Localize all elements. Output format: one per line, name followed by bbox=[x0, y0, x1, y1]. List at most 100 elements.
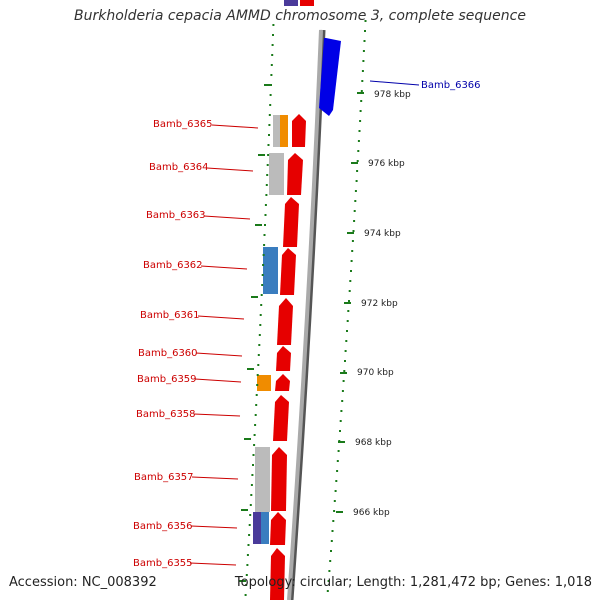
gene-arrow-bamb-6362[interactable] bbox=[280, 248, 296, 295]
scale-tick bbox=[266, 164, 269, 166]
scale-tick bbox=[260, 304, 263, 306]
scale-tick bbox=[254, 414, 257, 416]
scale-tick bbox=[358, 130, 361, 132]
feature-gray-6364 bbox=[269, 153, 284, 195]
scale-tick bbox=[250, 494, 253, 496]
scale-tick bbox=[346, 320, 349, 322]
gene-label-bamb-6359[interactable]: Bamb_6359 bbox=[137, 374, 197, 385]
gene-arrow-bamb-6358[interactable] bbox=[273, 395, 289, 441]
major-scale-tick bbox=[340, 372, 347, 374]
gene-label-bamb-6365[interactable]: Bamb_6365 bbox=[153, 119, 213, 130]
scale-tick bbox=[339, 420, 342, 422]
label-line-bamb-6357 bbox=[191, 476, 239, 480]
scale-tick bbox=[326, 590, 329, 592]
scale-tick bbox=[337, 450, 340, 452]
scale-tick bbox=[267, 154, 270, 156]
scale-tick bbox=[360, 100, 363, 102]
scale-tick bbox=[267, 144, 270, 146]
scale-tick bbox=[256, 384, 259, 386]
scale-tick bbox=[258, 334, 261, 336]
scale-tick bbox=[342, 380, 345, 382]
gene-label-bamb-6364[interactable]: Bamb_6364 bbox=[149, 162, 209, 173]
gene-arrow-bamb-6359[interactable] bbox=[275, 374, 290, 391]
scale-tick bbox=[351, 240, 354, 242]
scale-tick bbox=[339, 430, 341, 432]
scale-tick bbox=[260, 294, 263, 296]
feature-purple-6356 bbox=[253, 512, 261, 544]
scale-tick bbox=[331, 530, 334, 532]
scale-tick bbox=[255, 404, 258, 406]
scale-tick bbox=[244, 594, 247, 596]
scale-tick bbox=[330, 540, 333, 542]
gene-arrow-bamb-6363[interactable] bbox=[283, 197, 299, 247]
scale-tick bbox=[269, 94, 272, 96]
gene-arrow-bamb-6365[interactable] bbox=[292, 114, 306, 147]
gene-label-bamb-6363[interactable]: Bamb_6363 bbox=[146, 210, 206, 221]
label-line-bamb-6365 bbox=[211, 124, 259, 129]
scale-tick bbox=[253, 434, 256, 436]
gene-label-bamb-6358[interactable]: Bamb_6358 bbox=[136, 409, 196, 420]
label-line-bamb-6355 bbox=[189, 562, 237, 566]
top-purple-feature bbox=[284, 0, 298, 6]
scale-tick bbox=[245, 574, 248, 576]
feature-orange-6365 bbox=[280, 115, 288, 147]
label-line-bamb-6358 bbox=[193, 413, 241, 417]
gene-arrow-bamb-6356[interactable] bbox=[270, 512, 286, 545]
kbp-label-970: 970 kbp bbox=[357, 368, 394, 378]
scale-tick bbox=[264, 214, 267, 216]
scale-tick bbox=[354, 190, 357, 192]
scale-tick bbox=[249, 504, 252, 506]
feature-gray-6357 bbox=[255, 447, 270, 512]
map-title: Burkholderia cepacia AMMD chromosome 3, … bbox=[74, 8, 526, 24]
major-scale-tick bbox=[338, 441, 345, 443]
scale-tick bbox=[272, 24, 275, 26]
feature-gray-6365 bbox=[273, 115, 280, 147]
scale-tick bbox=[348, 300, 350, 302]
gene-arrow-bamb-6366[interactable] bbox=[319, 38, 341, 116]
gene-arrow-bamb-6364[interactable] bbox=[287, 153, 303, 195]
scale-tick bbox=[253, 444, 256, 446]
scale-tick bbox=[346, 330, 348, 332]
scale-tick bbox=[271, 44, 274, 46]
scale-tick bbox=[351, 250, 354, 252]
scale-tick bbox=[360, 90, 363, 92]
gene-arrow-bamb-6357[interactable] bbox=[271, 447, 287, 511]
scale-tick bbox=[272, 34, 274, 36]
scale-tick bbox=[261, 284, 264, 286]
scale-tick bbox=[269, 104, 272, 106]
scale-tick bbox=[268, 114, 271, 116]
gene-label-bamb-6357[interactable]: Bamb_6357 bbox=[134, 472, 194, 483]
label-line-bamb-6362 bbox=[200, 265, 248, 270]
scale-tick bbox=[350, 270, 352, 272]
major-scale-tick bbox=[251, 296, 258, 298]
scale-tick bbox=[363, 40, 366, 42]
feature-steelblue-6362 bbox=[263, 247, 278, 294]
scale-tick bbox=[362, 50, 365, 52]
gene-label-bamb-6355[interactable]: Bamb_6355 bbox=[133, 558, 193, 569]
major-scale-tick bbox=[239, 580, 246, 582]
scale-tick bbox=[364, 30, 366, 32]
scale-tick bbox=[270, 74, 273, 76]
scale-tick bbox=[344, 360, 346, 362]
gene-label-bamb-6362[interactable]: Bamb_6362 bbox=[143, 260, 203, 271]
scale-tick bbox=[264, 224, 266, 226]
scale-tick bbox=[252, 454, 255, 456]
scale-tick bbox=[356, 170, 359, 172]
kbp-label-974: 974 kbp bbox=[364, 229, 401, 239]
scale-tick bbox=[336, 470, 339, 472]
gene-arrow-bamb-6360[interactable] bbox=[276, 346, 291, 371]
topology-summary: Topology: circular; Length: 1,281,472 bp… bbox=[234, 575, 592, 590]
gene-label-bamb-6356[interactable]: Bamb_6356 bbox=[133, 521, 193, 532]
scale-tick bbox=[362, 60, 365, 62]
gene-arrow-bamb-6355[interactable] bbox=[270, 548, 285, 600]
scale-tick bbox=[352, 230, 355, 232]
major-scale-tick bbox=[336, 511, 343, 513]
scale-tick bbox=[327, 580, 330, 582]
scale-tick bbox=[334, 490, 337, 492]
scale-tick bbox=[343, 370, 346, 372]
gene-label-bamb-6366[interactable]: Bamb_6366 bbox=[421, 80, 481, 91]
gene-label-bamb-6361[interactable]: Bamb_6361 bbox=[140, 310, 200, 321]
gene-arrow-bamb-6361[interactable] bbox=[277, 298, 293, 345]
gene-label-bamb-6360[interactable]: Bamb_6360 bbox=[138, 348, 198, 359]
scale-tick bbox=[333, 500, 336, 502]
